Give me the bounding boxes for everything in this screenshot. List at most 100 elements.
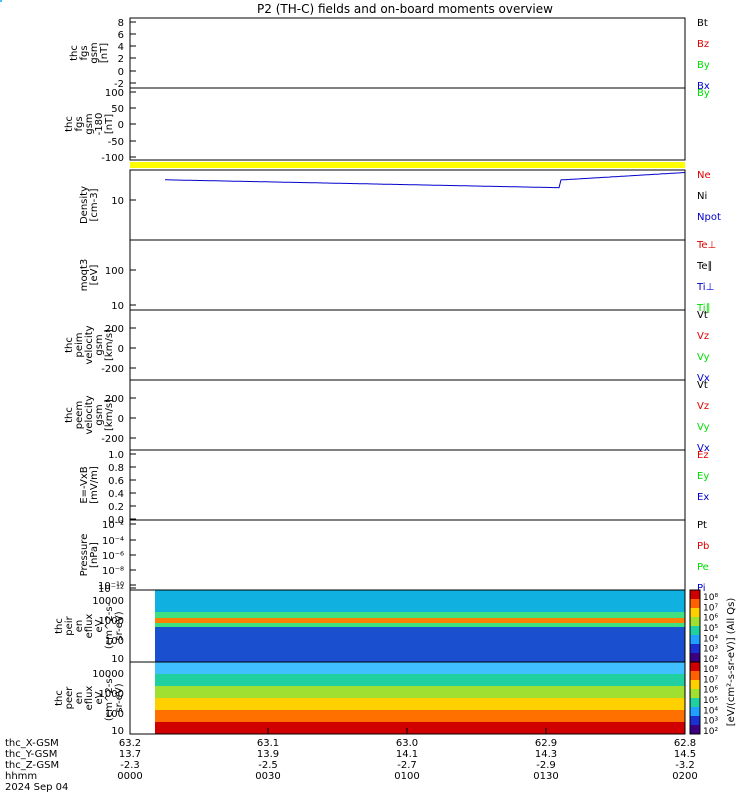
y-tick-label: 10000	[92, 669, 124, 680]
y-tick-label: 0.8	[108, 463, 124, 474]
panel-temp: 100 10 moqt3 [eV] Te⊥ Te∥ Ti⊥ Ti∥	[79, 240, 716, 314]
y-axis-label: sr-eV)	[114, 611, 125, 640]
y-tick-label: 0.0	[108, 515, 124, 526]
y-tick-label: 200	[105, 394, 124, 405]
legend-By: By	[697, 60, 710, 71]
legend-Te∥: Te∥	[696, 261, 713, 272]
y-axis-label: eV	[94, 619, 105, 632]
colorbar-tick: 10³	[703, 645, 718, 655]
y-tick-label: -200	[101, 364, 124, 375]
y-axis-label: sr-eV)	[114, 683, 125, 712]
x-tick-label: 13.9	[257, 749, 279, 760]
panel-frame	[129, 239, 686, 311]
colorbar-tick: 10³	[703, 717, 718, 727]
y-axis-label: [nT]	[99, 43, 110, 63]
legend-Vx: Vx	[697, 373, 710, 384]
y-tick-label: 0	[118, 67, 124, 78]
legend-Bx: Bx	[697, 81, 710, 92]
y-tick-label: 0	[118, 120, 124, 131]
y-axis-label: gsm	[94, 404, 105, 425]
y-tick-label: 1000	[99, 616, 124, 627]
y-tick-label: 100	[105, 709, 124, 720]
spectro-peir	[0, 0, 686, 663]
y-tick-label: -200	[101, 434, 124, 445]
colorbar-segment	[690, 662, 700, 672]
y-tick-label: 100	[105, 636, 124, 647]
y-axis-label: eV	[94, 691, 105, 704]
colorbar-segment	[690, 680, 700, 690]
y-axis-label: -180	[94, 113, 105, 136]
legend-Vt: Vt	[697, 310, 708, 321]
y-tick-label: 10	[111, 301, 124, 312]
colorbar-segment	[690, 698, 700, 708]
x-row-label: thc_Y-GSM	[5, 749, 57, 760]
y-axis-label: [cm-3]	[89, 188, 100, 221]
y-tick-label: 0.4	[108, 489, 124, 500]
x-tick-label: 13.7	[119, 749, 141, 760]
y-tick-label: 50	[111, 104, 124, 115]
spectro-gap	[130, 590, 155, 662]
colorbar-tick: 10⁴	[703, 706, 718, 716]
y-tick-label: 8	[118, 18, 124, 29]
x-tick-label: 63.0	[396, 738, 418, 749]
legend-Te⊥: Te⊥	[696, 240, 716, 251]
y-axis-label: [nPa]	[89, 542, 100, 568]
x-tick-label: 63.2	[119, 738, 141, 749]
y-axis-label: en	[74, 620, 85, 633]
y-axis-label: fgs	[79, 45, 90, 60]
legend-Vz: Vz	[697, 331, 709, 342]
colorbar-tick: 10²	[703, 727, 718, 737]
y-axis-label: thc	[69, 45, 80, 61]
colorbar-tick: 10²	[703, 655, 718, 665]
spectro-band	[155, 612, 685, 618]
colorbar-label: [eV/(cm²-s-sr-eV)] (All Qs)	[726, 598, 737, 727]
y-axis-label: [mV/m]	[89, 466, 100, 504]
spectro-band	[155, 698, 685, 710]
y-tick-label: 4	[118, 42, 124, 53]
spectro-band	[155, 686, 685, 698]
spectro-band	[155, 722, 685, 734]
y-tick-label: 10⁻⁶	[102, 551, 124, 562]
y-axis-label: velocity	[84, 325, 95, 364]
x-row-label: thc_Z-GSM	[5, 760, 59, 771]
legend-Npot: Npot	[697, 212, 721, 223]
y-axis-label: E=-VxB	[79, 466, 90, 503]
y-tick-label: 10⁻²	[102, 520, 124, 531]
y-tick-label: -50	[108, 137, 124, 148]
x-row-label: 2024 Sep 04	[5, 782, 68, 793]
y-axis-label: thc	[64, 407, 75, 423]
y-axis-label: [nT]	[104, 114, 115, 134]
y-tick-label: 0	[118, 414, 124, 425]
legend-Ti∥: Ti∥	[696, 303, 711, 314]
y-tick-label: 10⁻⁴	[102, 536, 124, 547]
spectro-band	[155, 674, 685, 686]
x-tick-label: 14.5	[674, 749, 696, 760]
colorbar-segment	[690, 707, 700, 717]
y-axis-label: [km/s]	[104, 329, 115, 361]
y-tick-label: 100	[105, 266, 124, 277]
x-tick-label: -2.3	[120, 760, 140, 771]
panel-peim: 200 0 -200 thc peim velocity gsm [km/s] Vt Vz Vy Vx	[64, 310, 710, 384]
panel-peem: 200 0 -200 thc peem velocity gsm [km/s] Vt Vz Vy Vx	[64, 380, 710, 454]
spectro-band	[155, 627, 685, 662]
series-Npot	[165, 172, 686, 189]
y-axis-label: eflux	[84, 686, 95, 711]
y-axis-label: thc	[64, 337, 75, 353]
panel-frame	[129, 379, 686, 451]
legend-Pi: Pi	[697, 583, 706, 594]
y-axis-label: moqt3	[79, 259, 90, 292]
legend-Bt: Bt	[697, 18, 708, 29]
y-axis-label: peim	[74, 332, 85, 357]
y-axis-label: gsm	[89, 42, 100, 63]
x-tick-label: 62.9	[535, 738, 557, 749]
colorbar-tick: 10⁷	[703, 603, 718, 613]
y-tick-label: 0	[118, 344, 124, 355]
colorbar-segment	[690, 671, 700, 681]
x-tick-label: -2.9	[536, 760, 556, 771]
colorbar-segment	[690, 725, 700, 735]
x-tick-label: 0100	[394, 771, 419, 782]
colorbar-segment	[690, 626, 700, 636]
colorbar-tick: 10⁸	[703, 665, 718, 675]
